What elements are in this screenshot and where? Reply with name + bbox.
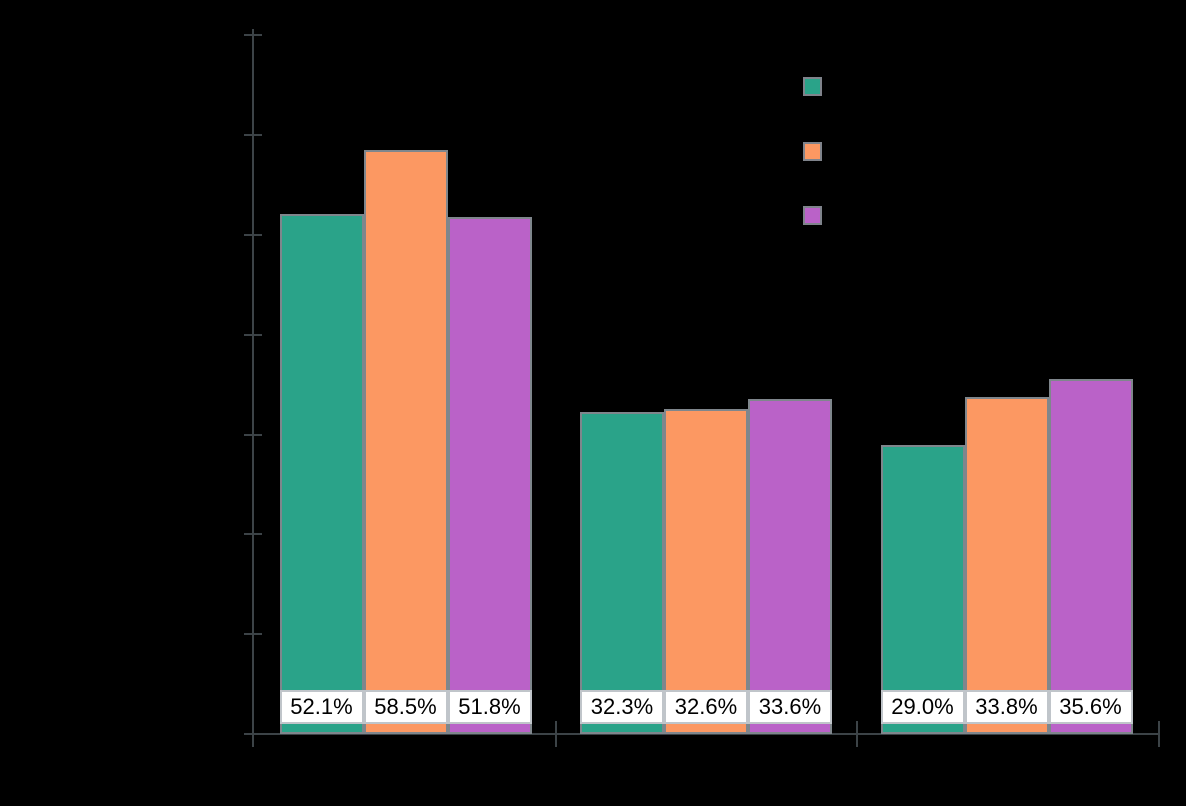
- value-label: 33.8%: [964, 690, 1049, 724]
- value-label: 52.1%: [279, 690, 364, 724]
- bar-orange-3: [964, 396, 1049, 734]
- value-label: 51.8%: [447, 690, 532, 724]
- bar-purple-1: [447, 217, 532, 734]
- bar-purple-2: [748, 398, 832, 734]
- y-tick: [244, 34, 262, 37]
- legend-swatch-orange: [803, 142, 822, 161]
- legend-swatch-purple: [803, 206, 822, 225]
- y-tick: [244, 234, 262, 236]
- x-tick: [555, 721, 557, 747]
- y-tick: [244, 633, 262, 636]
- bar-teal-3: [880, 444, 965, 734]
- x-tick: [856, 721, 858, 747]
- y-tick: [244, 733, 262, 735]
- x-tick: [1158, 721, 1160, 747]
- bar-teal-2: [580, 411, 664, 734]
- value-label: 33.6%: [748, 690, 832, 724]
- value-label: 35.6%: [1048, 690, 1133, 724]
- value-label: 32.6%: [664, 690, 748, 724]
- x-axis: [252, 733, 1160, 735]
- y-tick: [244, 134, 262, 137]
- y-tick: [244, 433, 262, 436]
- y-tick: [244, 533, 262, 536]
- legend-swatch-teal: [803, 77, 822, 96]
- value-label: 32.3%: [580, 690, 664, 724]
- bar-orange-2: [664, 408, 748, 734]
- y-axis: [252, 29, 254, 747]
- value-label: 58.5%: [363, 690, 448, 724]
- bar-teal-1: [279, 214, 364, 734]
- bar-orange-1: [363, 150, 448, 734]
- value-label: 29.0%: [880, 690, 965, 724]
- bar-purple-3: [1048, 378, 1133, 734]
- y-tick: [244, 333, 262, 336]
